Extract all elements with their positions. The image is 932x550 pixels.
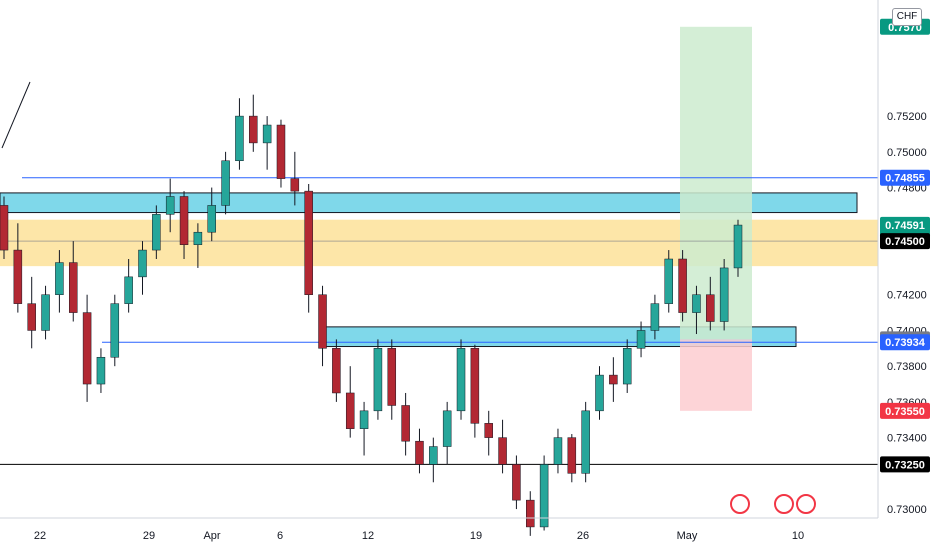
- candle: [179, 191, 189, 259]
- candle: [193, 223, 203, 268]
- candle: [622, 339, 632, 393]
- candle: [304, 183, 313, 313]
- x-tick-label: 10: [792, 530, 804, 542]
- candle: [706, 276, 715, 331]
- candle: [678, 250, 687, 322]
- candle: [41, 285, 50, 340]
- candle: [664, 250, 674, 313]
- candle: [581, 401, 590, 483]
- candles-layer: [0, 94, 743, 536]
- zones-layer: [0, 26, 878, 411]
- price-tag[interactable]: 0.73550: [880, 402, 930, 419]
- candle: [609, 357, 618, 402]
- price-tag-label: 0.73250: [885, 459, 925, 471]
- x-tick-label: May: [677, 530, 698, 542]
- event-flag-icon[interactable]: [796, 494, 816, 514]
- x-tick-label: Apr: [203, 530, 220, 542]
- currency-badge[interactable]: CHF: [892, 8, 922, 26]
- y-tick-label: 0.73400: [887, 433, 927, 445]
- candle: [470, 344, 480, 438]
- candle: [0, 196, 9, 259]
- candle: [512, 455, 521, 510]
- event-markers[interactable]: [730, 494, 816, 514]
- price-tag-label: 0.73550: [885, 406, 925, 418]
- candle: [387, 339, 397, 420]
- event-flag-icon[interactable]: [774, 494, 794, 514]
- zone-stop[interactable]: [680, 339, 752, 411]
- candle: [553, 428, 563, 474]
- x-tick-label: 26: [577, 530, 589, 542]
- candle: [401, 392, 410, 456]
- candle: [567, 434, 577, 483]
- candle: [318, 285, 327, 367]
- time-axis[interactable]: 22 29 Apr 6 12 19 26 May 10: [0, 517, 878, 542]
- price-tag[interactable]: 0.73934: [880, 334, 930, 351]
- candle: [13, 223, 23, 313]
- candle: [650, 294, 660, 340]
- candle: [221, 151, 230, 215]
- candle: [68, 241, 78, 322]
- x-tick-label: 12: [362, 530, 374, 542]
- horizontal-lines-layer: [0, 177, 878, 465]
- candle: [692, 285, 701, 335]
- zone-target[interactable]: [680, 26, 752, 340]
- y-tick-label: 0.74200: [887, 290, 927, 302]
- candle: [110, 294, 120, 367]
- y-tick-label: 0.75200: [887, 111, 927, 123]
- candle: [484, 410, 493, 456]
- candle: [456, 339, 466, 420]
- x-tick-label: 6: [277, 530, 283, 542]
- x-tick-label: 22: [34, 530, 46, 542]
- candle: [235, 98, 244, 170]
- candle: [96, 348, 106, 393]
- price-tag-label: 0.73934: [885, 337, 926, 349]
- x-tick-label: 19: [470, 530, 482, 542]
- price-tag[interactable]: 0.73250: [880, 456, 930, 473]
- candle: [442, 401, 452, 465]
- candle: [124, 259, 133, 313]
- candle: [373, 339, 383, 420]
- candle: [526, 491, 535, 536]
- price-tag-label: 0.74855: [885, 173, 925, 185]
- candle: [429, 437, 438, 483]
- candle: [539, 455, 549, 531]
- candle: [207, 187, 216, 242]
- candle: [138, 241, 147, 295]
- y-tick-label: 0.73800: [887, 361, 927, 373]
- event-flag-icon[interactable]: [730, 494, 750, 514]
- candle: [82, 294, 92, 402]
- price-tag[interactable]: 0.74500: [880, 233, 930, 250]
- candle: [332, 339, 341, 402]
- trend-line[interactable]: [1, 81, 31, 149]
- candle: [595, 366, 604, 420]
- y-tick-label: 0.75000: [887, 147, 927, 159]
- candle: [249, 94, 258, 152]
- candle: [262, 116, 272, 170]
- candle: [276, 119, 286, 188]
- price-tag-label: 0.74591: [885, 220, 925, 232]
- candle: [415, 428, 424, 474]
- price-axis[interactable]: 0.752000.750000.748000.742000.740000.738…: [877, 0, 930, 518]
- x-tick-label: 29: [143, 530, 155, 542]
- candle: [152, 205, 161, 259]
- candle: [27, 276, 36, 349]
- y-tick-label: 0.73000: [887, 504, 927, 516]
- candle: [636, 321, 646, 358]
- candle: [498, 419, 507, 474]
- candle: [733, 219, 743, 277]
- candle: [290, 151, 300, 206]
- candle: [719, 259, 729, 331]
- candle: [55, 250, 64, 313]
- candle: [165, 178, 175, 233]
- candle: [345, 366, 355, 438]
- price-tag-label: 0.74500: [885, 236, 925, 248]
- price-tag[interactable]: 0.74855: [880, 169, 930, 186]
- candle: [359, 401, 369, 456]
